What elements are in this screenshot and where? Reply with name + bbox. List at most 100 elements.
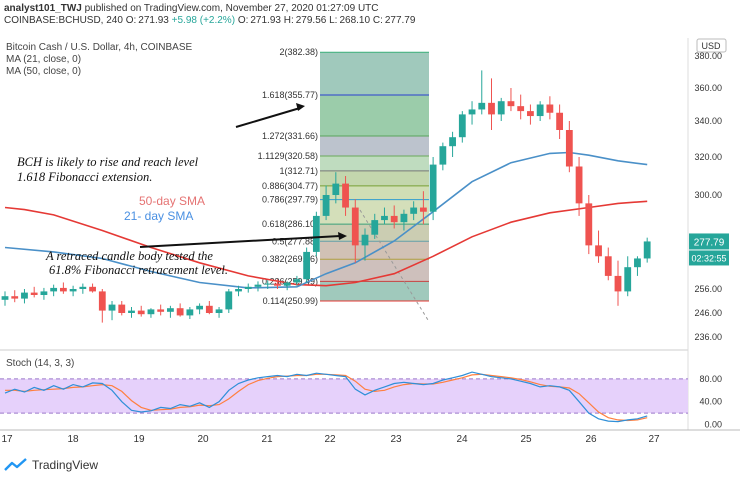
candle-body: [634, 258, 641, 268]
fib-level-label: 1(312.71): [279, 166, 318, 176]
candle-body: [79, 286, 87, 289]
candle: [458, 111, 466, 143]
fib-level-label: 2(382.38): [279, 47, 318, 57]
candle-body: [59, 287, 67, 292]
stoch-band: [0, 378, 688, 414]
price-axis-tick: 300.00: [694, 190, 722, 200]
candle-body: [575, 166, 583, 204]
arrow-to-candle: [139, 235, 341, 248]
candle: [176, 303, 184, 317]
fib-level-label: 0.618(286.10): [262, 219, 318, 229]
candle-body: [118, 304, 126, 313]
candle-body: [98, 291, 106, 311]
countdown-tag: [689, 250, 729, 266]
candle-body: [21, 292, 28, 299]
candle: [215, 307, 223, 318]
fib-zone-band: [320, 170, 429, 186]
candle-body: [254, 284, 262, 287]
footer-brand[interactable]: TradingView: [4, 456, 98, 474]
tradingview-logo-icon: [4, 458, 27, 471]
candle: [390, 205, 398, 229]
candle: [410, 201, 418, 221]
candle-body: [507, 101, 515, 107]
candle: [439, 142, 447, 171]
candle: [585, 195, 593, 255]
candle: [556, 104, 564, 139]
candle-body: [196, 305, 203, 310]
candle: [624, 256, 632, 297]
candle-body: [556, 112, 564, 130]
candle-body: [419, 207, 427, 212]
annotation-fib-line1: BCH is likely to rise and reach level: [17, 155, 199, 169]
candle-body: [11, 296, 19, 299]
fib-zone-band: [320, 94, 429, 137]
price-tag-label: 277.79: [694, 237, 725, 248]
candle: [264, 280, 272, 289]
candle-body: [614, 275, 622, 292]
candle-body: [303, 251, 311, 280]
candle: [157, 304, 165, 316]
candle-body: [50, 287, 58, 292]
fib-level-label: 1.1129(320.58): [258, 151, 318, 161]
ma50-legend: MA (50, close, 0): [6, 66, 81, 77]
candle: [1, 291, 9, 306]
candle: [225, 289, 233, 313]
candle: [11, 290, 19, 303]
candle: [565, 121, 573, 173]
candle-body: [546, 104, 554, 113]
candle: [400, 209, 408, 231]
chart-title: Bitcoin Cash / U.S. Dollar, 4h, COINBASE: [6, 42, 193, 53]
annotation-fib-line2: 1.618 Fibonacci extension.: [17, 170, 152, 184]
candle: [118, 301, 126, 316]
candle: [614, 260, 622, 306]
candle: [497, 97, 505, 121]
footer-brand-text: TradingView: [32, 458, 99, 472]
stoch-k-line: [4, 371, 648, 423]
fib-level-label: 0.5(277.88): [272, 236, 318, 246]
open-value-2: 271.93: [250, 15, 281, 26]
fib-zone-band: [320, 241, 429, 260]
low-label: L:: [329, 15, 338, 26]
candle: [79, 283, 87, 294]
candle: [332, 172, 340, 204]
fib-level-label: 0.886(304.77): [262, 181, 318, 191]
candle: [527, 104, 534, 125]
candle: [604, 247, 612, 281]
time-axis-tick: 22: [324, 434, 336, 445]
candle-body: [342, 183, 349, 208]
candle: [536, 101, 544, 121]
candle: [419, 191, 427, 225]
candle: [643, 237, 651, 263]
time-axis-tick: 27: [648, 434, 660, 445]
price-tag: [689, 233, 729, 250]
candle-body: [30, 292, 38, 295]
price-axis-tick: 340.00: [694, 116, 722, 126]
price-axis-tick: 320.00: [694, 152, 722, 162]
candle-body: [312, 215, 320, 252]
candle: [196, 303, 203, 315]
candle-body: [410, 207, 418, 214]
price-axis-tick: 236.00: [694, 332, 722, 342]
fib-zone-band: [320, 259, 429, 282]
change-value: +5.98 (+2.2%): [171, 15, 236, 26]
countdown-label: 02:32:55: [691, 253, 726, 263]
close-label: C:: [372, 15, 383, 26]
candle: [244, 283, 252, 293]
candle-body: [351, 207, 359, 246]
high-label: H:: [283, 15, 294, 26]
candle-body: [604, 256, 612, 276]
candle: [69, 285, 77, 297]
candle: [137, 305, 145, 317]
fib-level-label: 0.236(259.49): [262, 276, 318, 286]
publish-date: published on TradingView.com, November 2…: [84, 3, 379, 14]
candle: [478, 70, 486, 115]
candle: [351, 199, 359, 263]
candle: [575, 157, 583, 216]
author-name[interactable]: analyst101_TWJ: [4, 3, 82, 14]
candle-body: [274, 283, 281, 286]
annotation-sma21: 21- day SMA: [124, 209, 193, 223]
price-axis-tick: 380.00: [694, 51, 722, 61]
price-chart[interactable]: 2(382.38) 1.618(355.77) 1.272(331.66) 1.112…: [0, 30, 740, 450]
candle: [342, 176, 349, 216]
fib-level-label: 0.786(297.79): [262, 195, 318, 205]
